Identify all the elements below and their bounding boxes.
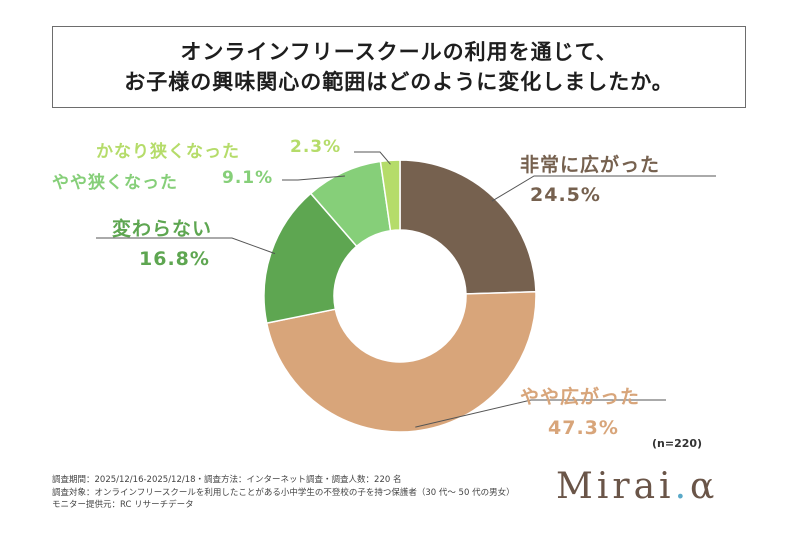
footer-line-target: 調査対象：オンラインフリースクールを利用したことがある小中学生の不登校の子を持つ… <box>52 487 515 498</box>
label-name-unchanged: 変わらない <box>112 218 213 240</box>
label-name-somewhat-narrowed: やや狭くなった <box>52 173 178 193</box>
label-value-somewhat-broadened: 47.3% <box>548 417 619 439</box>
label-value-unchanged: 16.8% <box>139 248 210 270</box>
label-value-somewhat-narrowed: 9.1% <box>222 168 274 188</box>
label-name-somewhat-broadened: やや広がった <box>520 386 641 408</box>
footer-line-period: 調査期間：2025/12/16-2025/12/18・調査方法：インターネット調… <box>52 475 402 485</box>
footer-notes: 調査期間：2025/12/16-2025/12/18・調査方法：インターネット調… <box>52 474 515 512</box>
title-box: オンラインフリースクールの利用を通じて、 お子様の興味関心の範囲はどのように変化… <box>52 26 746 108</box>
chart-title-line-1: オンラインフリースクールの利用を通じて、 <box>180 40 618 64</box>
leader-unchanged <box>96 237 276 255</box>
leader-somewhat-broadened <box>415 399 666 428</box>
label-name-very-broadened: 非常に広がった <box>520 154 661 176</box>
leader-very-broadened <box>491 175 716 202</box>
slice-very-broadened <box>399 159 537 295</box>
logo-alpha: α <box>690 466 719 507</box>
leader-much-narrowed <box>354 151 391 165</box>
footer-line-provider: モニター提供元：RC リサーチデータ <box>52 500 194 510</box>
logo-main: Mirai <box>556 466 675 507</box>
chart-title-line-2: お子様の興味関心の範囲はどのように変化しましたか。 <box>124 70 674 94</box>
mirai-alpha-logo: Mirai.α <box>556 466 718 507</box>
leader-somewhat-narrowed <box>282 175 345 181</box>
logo-dot: . <box>674 466 691 507</box>
label-value-much-narrowed: 2.3% <box>290 137 342 157</box>
slice-somewhat-broadened <box>265 290 537 433</box>
sample-size: (n=220) <box>652 437 703 450</box>
label-name-much-narrowed: かなり狭くなった <box>96 142 240 162</box>
label-value-very-broadened: 24.5% <box>530 184 601 206</box>
